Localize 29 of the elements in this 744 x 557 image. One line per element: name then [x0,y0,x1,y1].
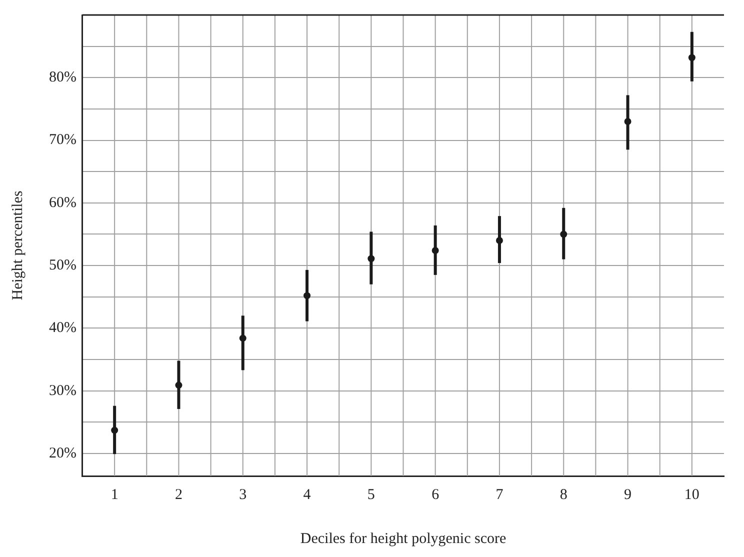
y-axis-title: Height percentiles [10,190,26,300]
point [111,426,118,434]
x-tick-label: 1 [110,486,118,503]
point [496,236,503,244]
y-tick-label: 30% [48,382,76,399]
x-tick-label: 10 [684,486,700,503]
x-tick-label: 4 [303,486,312,503]
point [624,118,632,125]
x-tick-label: 5 [367,486,375,503]
y-tick-label: 40% [48,320,76,336]
y-tick-label: 80% [48,70,76,86]
x-tick-label: 9 [624,486,632,503]
x-axis-title: Deciles for height polygenic score [300,530,506,547]
x-tick-label: 7 [496,486,504,503]
point [688,54,696,62]
x-tick-label: 8 [560,486,568,503]
x-tick-label: 2 [174,486,182,503]
point [432,247,439,254]
y-tick-label: 50% [48,257,76,274]
x-tick-label: 3 [239,486,247,503]
point [239,334,246,342]
point [368,255,375,262]
y-tick-label: 20% [48,445,76,462]
x-tick-label: 6 [432,486,440,503]
y-tick-label: 60% [48,194,76,211]
point [304,292,311,300]
point [175,382,182,389]
point [560,230,568,238]
y-tick-label: 70% [48,132,76,148]
